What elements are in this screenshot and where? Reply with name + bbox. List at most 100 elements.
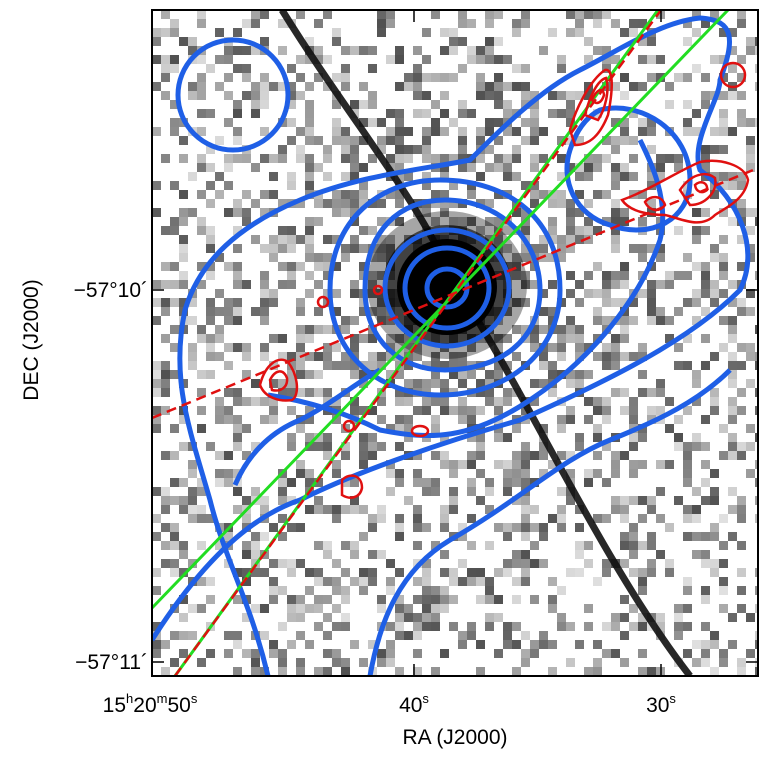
noise-pixel [602, 280, 611, 289]
noise-pixel [422, 613, 431, 622]
noise-pixel [350, 163, 359, 172]
noise-pixel [215, 325, 224, 334]
noise-pixel [197, 19, 206, 28]
noise-pixel [350, 406, 359, 415]
noise-pixel [179, 496, 188, 505]
noise-pixel [323, 271, 332, 280]
noise-pixel [413, 649, 422, 658]
noise-pixel [638, 577, 647, 586]
noise-pixel [179, 631, 188, 640]
noise-pixel [377, 235, 386, 244]
noise-pixel [413, 505, 422, 514]
noise-pixel [602, 649, 611, 658]
noise-pixel [152, 415, 161, 424]
noise-pixel [485, 46, 494, 55]
noise-pixel [242, 217, 251, 226]
noise-pixel [404, 496, 413, 505]
noise-pixel [575, 19, 584, 28]
noise-pixel [413, 478, 422, 487]
noise-pixel [539, 442, 548, 451]
noise-pixel [251, 568, 260, 577]
noise-pixel [314, 388, 323, 397]
noise-pixel [413, 46, 422, 55]
noise-pixel [314, 136, 323, 145]
noise-pixel [296, 55, 305, 64]
noise-pixel [701, 550, 710, 559]
noise-pixel [530, 325, 539, 334]
noise-pixel [449, 496, 458, 505]
noise-pixel [305, 181, 314, 190]
noise-pixel [314, 352, 323, 361]
noise-pixel [161, 10, 170, 19]
noise-pixel [521, 298, 530, 307]
noise-pixel [215, 136, 224, 145]
noise-pixel [521, 226, 530, 235]
noise-pixel [494, 55, 503, 64]
noise-pixel [755, 37, 758, 46]
noise-pixel [647, 55, 656, 64]
noise-pixel [359, 226, 368, 235]
noise-pixel [620, 532, 629, 541]
noise-pixel [377, 244, 386, 253]
noise-pixel [350, 478, 359, 487]
noise-pixel [413, 379, 422, 388]
noise-pixel [161, 154, 170, 163]
noise-pixel [440, 514, 449, 523]
noise-pixel [539, 469, 548, 478]
noise-pixel [404, 604, 413, 613]
noise-pixel [233, 568, 242, 577]
noise-pixel [161, 64, 170, 73]
noise-pixel [467, 541, 476, 550]
noise-pixel [170, 181, 179, 190]
noise-pixel [314, 199, 323, 208]
noise-pixel [323, 442, 332, 451]
noise-pixel [494, 235, 503, 244]
noise-pixel [719, 271, 728, 280]
noise-pixel [611, 343, 620, 352]
noise-pixel [521, 577, 530, 586]
noise-pixel [449, 352, 458, 361]
noise-pixel [539, 451, 548, 460]
noise-pixel [575, 91, 584, 100]
noise-pixel [602, 361, 611, 370]
noise-pixel [629, 469, 638, 478]
noise-pixel [602, 478, 611, 487]
noise-pixel [521, 451, 530, 460]
noise-pixel [170, 127, 179, 136]
red-contour-south [340, 474, 364, 499]
noise-pixel [440, 604, 449, 613]
noise-pixel [395, 388, 404, 397]
noise-pixel [395, 217, 404, 226]
noise-pixel [728, 325, 737, 334]
noise-pixel [188, 514, 197, 523]
noise-pixel [683, 334, 692, 343]
noise-pixel [233, 136, 242, 145]
noise-pixel [278, 532, 287, 541]
noise-pixel [377, 415, 386, 424]
noise-pixel [701, 415, 710, 424]
noise-pixel [188, 208, 197, 217]
noise-pixel [332, 622, 341, 631]
noise-pixel [179, 613, 188, 622]
noise-pixel [440, 154, 449, 163]
noise-pixel [638, 19, 647, 28]
noise-pixel [422, 28, 431, 37]
noise-pixel [269, 397, 278, 406]
noise-pixel [746, 163, 755, 172]
noise-pixel [305, 478, 314, 487]
noise-pixel [728, 370, 737, 379]
noise-pixel [197, 325, 206, 334]
x-tick-label-50: 15h20m50s [103, 691, 198, 717]
noise-pixel [575, 334, 584, 343]
noise-pixel [197, 55, 206, 64]
noise-pixel [638, 82, 647, 91]
noise-pixel [296, 559, 305, 568]
noise-pixel [737, 109, 746, 118]
noise-pixel [287, 280, 296, 289]
noise-pixel [548, 640, 557, 649]
noise-pixel [602, 397, 611, 406]
noise-pixel [404, 379, 413, 388]
noise-pixel [485, 55, 494, 64]
noise-pixel [431, 127, 440, 136]
noise-pixel [404, 127, 413, 136]
